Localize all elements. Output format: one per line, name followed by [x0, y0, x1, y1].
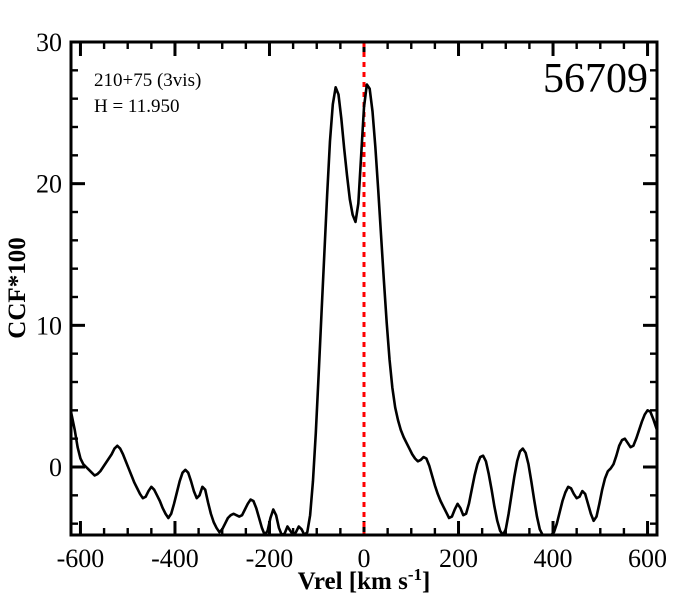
axes-frame [69, 40, 659, 537]
y-tick-label: 0 [49, 453, 62, 482]
y-axis-title: CCF*100 [4, 237, 31, 338]
target-id-label: 56709 [543, 56, 648, 102]
x-tick-labels: -600 -400 -200 0 200 400 600 [57, 544, 667, 573]
x-tick-label: -400 [151, 544, 199, 573]
ccf-curve [72, 83, 656, 534]
y-tick-labels: 0 10 20 30 [36, 28, 62, 482]
x-tick-label: -600 [57, 544, 105, 573]
y-tick-label: 20 [36, 170, 62, 199]
x-tick-label: -200 [246, 544, 294, 573]
x-tick-label: 0 [358, 544, 371, 573]
x-tick-label: 600 [628, 544, 667, 573]
h-magnitude-label: H = 11.950 [94, 96, 179, 117]
y-tick-label: 30 [36, 28, 62, 57]
field-name-label: 210+75 (3vis) [94, 70, 201, 91]
y-tick-label: 10 [36, 311, 62, 340]
x-tick-label: 200 [439, 544, 478, 573]
x-tick-label: 400 [534, 544, 573, 573]
